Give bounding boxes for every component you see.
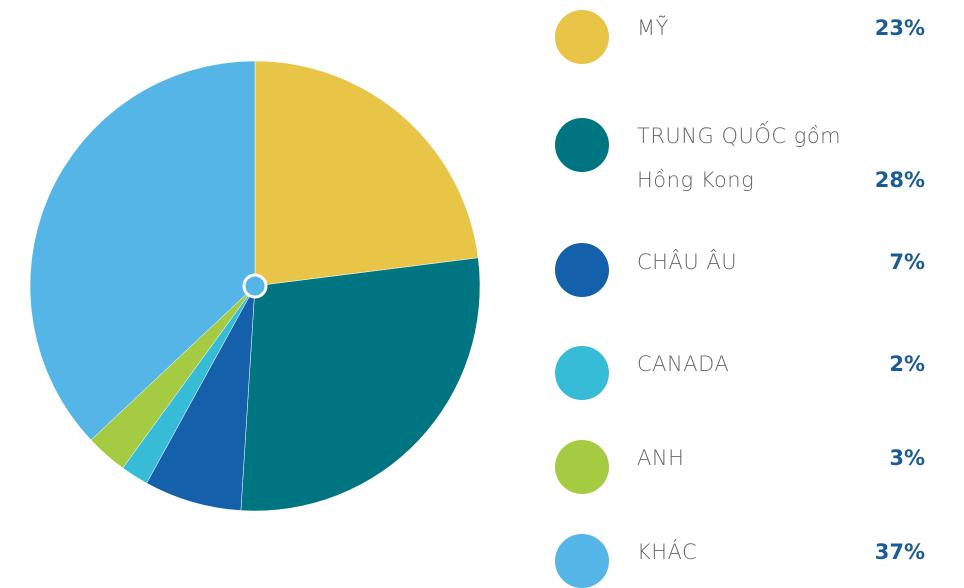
value-label: 2%	[889, 352, 925, 376]
legend-swatch	[555, 534, 609, 588]
legend-swatch	[555, 346, 609, 400]
legend-label: CHÂU ÂU	[637, 250, 738, 274]
value-label: 37%	[874, 540, 925, 564]
legend-label: KHÁC	[637, 540, 698, 564]
value-label: 28%	[874, 168, 925, 192]
legend-swatch	[555, 440, 609, 494]
legend-label: TRUNG QUỐC gồm Hồng Kong	[637, 124, 842, 192]
center-dot	[242, 273, 268, 299]
value-label: 23%	[874, 16, 925, 40]
value-label: 3%	[889, 446, 925, 470]
legend-swatch	[555, 243, 609, 297]
legend-label: CANADA	[637, 352, 730, 376]
legend-label: ANH	[637, 446, 685, 470]
value-label: 7%	[889, 250, 925, 274]
legend-swatch	[555, 118, 609, 172]
pie-slice	[240, 257, 481, 512]
pie-slice	[29, 60, 256, 441]
legend-swatch	[555, 10, 609, 64]
pie	[29, 60, 481, 512]
pie-slice	[254, 60, 479, 287]
legend-label: MỸ	[637, 16, 669, 40]
